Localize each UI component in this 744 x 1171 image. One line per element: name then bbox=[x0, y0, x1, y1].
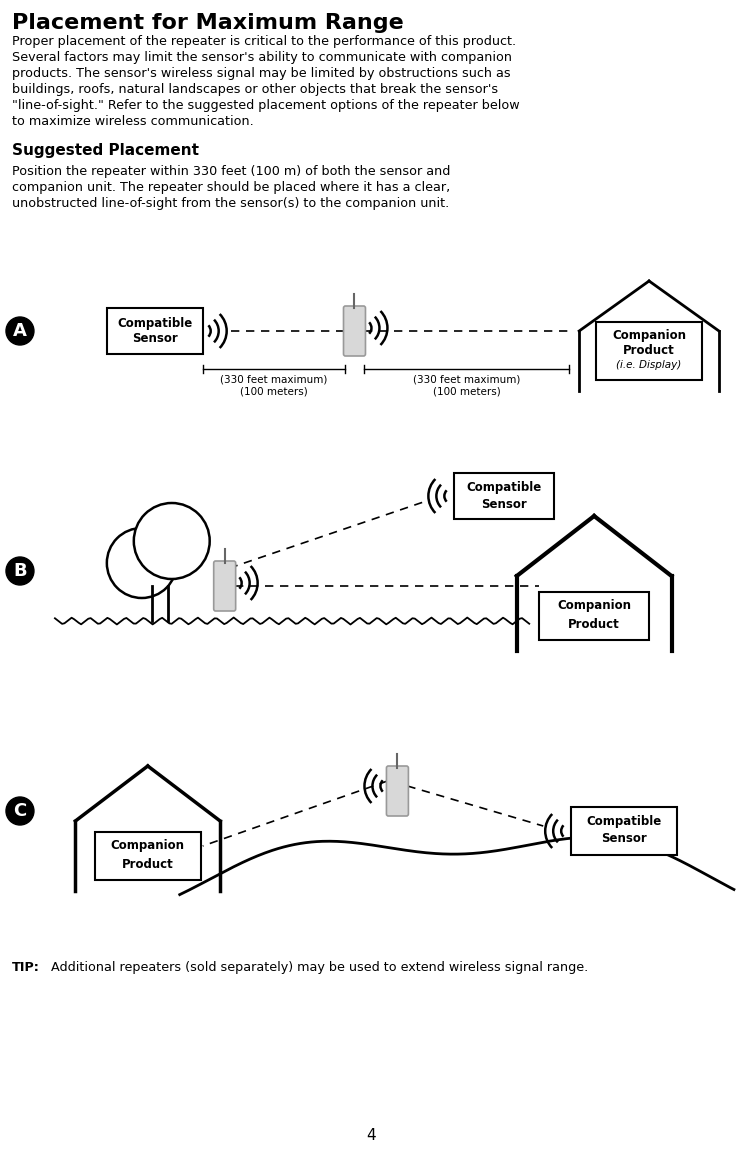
Circle shape bbox=[134, 504, 210, 578]
Text: (i.e. Display): (i.e. Display) bbox=[617, 359, 682, 370]
Text: Companion: Companion bbox=[111, 840, 185, 852]
Circle shape bbox=[6, 557, 34, 586]
Text: buildings, roofs, natural landscapes or other objects that break the sensor's: buildings, roofs, natural landscapes or … bbox=[12, 83, 498, 96]
Text: B: B bbox=[13, 562, 27, 580]
Text: Proper placement of the repeater is critical to the performance of this product.: Proper placement of the repeater is crit… bbox=[12, 35, 516, 48]
Text: Product: Product bbox=[568, 617, 620, 630]
FancyBboxPatch shape bbox=[539, 593, 649, 641]
FancyBboxPatch shape bbox=[214, 561, 236, 611]
Text: (100 meters): (100 meters) bbox=[240, 386, 307, 397]
Text: A: A bbox=[13, 322, 27, 340]
Text: Companion: Companion bbox=[612, 329, 686, 342]
FancyBboxPatch shape bbox=[95, 833, 201, 879]
Text: 4: 4 bbox=[367, 1129, 376, 1144]
Text: Sensor: Sensor bbox=[132, 333, 178, 345]
Text: (330 feet maximum): (330 feet maximum) bbox=[413, 374, 521, 384]
Text: Suggested Placement: Suggested Placement bbox=[12, 143, 199, 158]
Text: (100 meters): (100 meters) bbox=[433, 386, 501, 397]
Text: Position the repeater within 330 feet (100 m) of both the sensor and: Position the repeater within 330 feet (1… bbox=[12, 165, 450, 178]
Text: Sensor: Sensor bbox=[601, 833, 647, 845]
Text: unobstructed line-of-sight from the sensor(s) to the companion unit.: unobstructed line-of-sight from the sens… bbox=[12, 197, 449, 210]
Text: Product: Product bbox=[122, 857, 173, 870]
FancyBboxPatch shape bbox=[571, 807, 677, 855]
Text: TIP:: TIP: bbox=[12, 961, 40, 974]
Text: C: C bbox=[13, 802, 27, 820]
FancyBboxPatch shape bbox=[344, 306, 365, 356]
Text: (330 feet maximum): (330 feet maximum) bbox=[220, 374, 327, 384]
Text: Companion: Companion bbox=[557, 600, 631, 612]
FancyBboxPatch shape bbox=[596, 322, 702, 381]
Circle shape bbox=[6, 797, 34, 826]
FancyBboxPatch shape bbox=[107, 308, 202, 354]
Circle shape bbox=[107, 528, 177, 598]
Text: Several factors may limit the sensor's ability to communicate with companion: Several factors may limit the sensor's a… bbox=[12, 52, 512, 64]
Text: Product: Product bbox=[623, 343, 675, 356]
Text: Placement for Maximum Range: Placement for Maximum Range bbox=[12, 13, 404, 33]
Text: Sensor: Sensor bbox=[481, 498, 527, 511]
Text: Additional repeaters (sold separately) may be used to extend wireless signal ran: Additional repeaters (sold separately) m… bbox=[47, 961, 589, 974]
Text: Compatible: Compatible bbox=[117, 316, 193, 329]
Text: to maximize wireless communication.: to maximize wireless communication. bbox=[12, 115, 254, 128]
Text: "line-of-sight." Refer to the suggested placement options of the repeater below: "line-of-sight." Refer to the suggested … bbox=[12, 100, 519, 112]
Text: products. The sensor's wireless signal may be limited by obstructions such as: products. The sensor's wireless signal m… bbox=[12, 67, 510, 80]
Text: companion unit. The repeater should be placed where it has a clear,: companion unit. The repeater should be p… bbox=[12, 182, 450, 194]
FancyBboxPatch shape bbox=[455, 473, 554, 519]
Text: Compatible: Compatible bbox=[466, 481, 542, 494]
Circle shape bbox=[6, 317, 34, 345]
FancyBboxPatch shape bbox=[386, 766, 408, 816]
Text: Compatible: Compatible bbox=[586, 815, 661, 828]
